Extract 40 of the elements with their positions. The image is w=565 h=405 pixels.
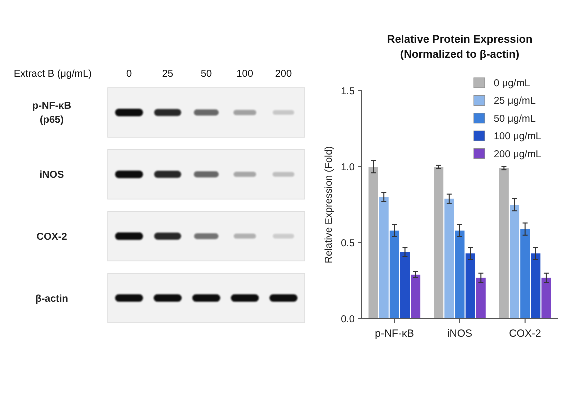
y-tick-label: 0.0: [341, 314, 356, 326]
bar: [476, 278, 486, 319]
x-tick-label: p-NF-κB: [375, 328, 414, 340]
bar: [411, 274, 421, 319]
y-tick-label: 1.0: [341, 162, 356, 174]
bar: [379, 197, 389, 319]
bar: [400, 252, 410, 319]
y-tick-label: 1.5: [341, 86, 356, 98]
bar: [390, 230, 400, 319]
bar: [542, 278, 552, 319]
category-label: 100: [236, 69, 254, 80]
y-axis-title: Relative Expression (Fold): [324, 146, 335, 264]
bar: [455, 230, 465, 319]
legend-label: 50 μg/mL: [494, 114, 536, 125]
text: Extract B (μg/mL): [14, 69, 92, 80]
x-tick-label: COX-2: [509, 328, 542, 340]
bar: [520, 229, 530, 319]
category-label: p-NF-κB (p65): [32, 101, 72, 126]
bar: [444, 198, 454, 319]
category-label: β-actin: [36, 294, 68, 305]
category-label: 0: [126, 69, 133, 80]
category-label: 50: [200, 69, 212, 80]
legend-label: 100 μg/mL: [494, 132, 542, 143]
bar: [434, 167, 444, 319]
chart-title: Relative Protein Expression: [387, 34, 534, 46]
legend-label: 200 μg/mL: [494, 149, 542, 160]
bar: [499, 168, 509, 319]
category-label: iNOS: [40, 170, 64, 182]
y-tick-label: 0.5: [341, 238, 356, 250]
bar: [466, 254, 476, 319]
legend-label: 25 μg/mL: [494, 96, 536, 108]
category-label: COX-2: [36, 232, 68, 243]
bar: [368, 167, 378, 319]
category-label: 25: [162, 69, 174, 80]
legend-label: 0 μg/mL: [494, 78, 531, 90]
bar: [531, 254, 541, 319]
chart-subtitle: (Normalized to β-actin): [400, 49, 520, 61]
x-tick-label: iNOS: [447, 328, 473, 340]
category-label: 200: [275, 69, 292, 80]
bar: [510, 205, 520, 319]
